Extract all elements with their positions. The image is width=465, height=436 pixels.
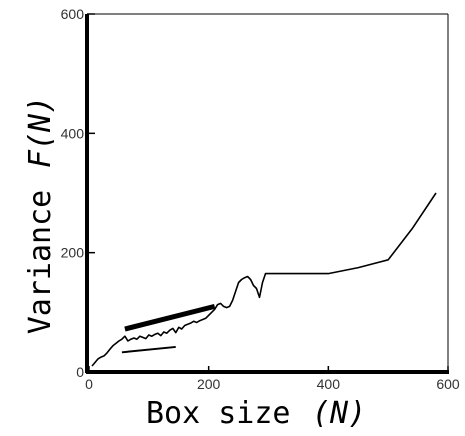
x-tick-label-400: 400 bbox=[317, 376, 341, 392]
y-tick-label-200: 200 bbox=[61, 245, 85, 261]
x-tick-label-0: 0 bbox=[85, 376, 93, 392]
plot-area bbox=[87, 14, 448, 372]
x-axis-title-box-size: Box size bbox=[146, 396, 291, 431]
x-axis-title-n: (N) bbox=[312, 396, 366, 431]
y-tick-label-600: 600 bbox=[61, 6, 85, 22]
reference-line-thick bbox=[124, 303, 216, 332]
y-tick-label-400: 400 bbox=[61, 125, 85, 141]
reference-line-thin bbox=[121, 345, 176, 354]
x-tick-label-600: 600 bbox=[436, 376, 460, 392]
series-line-0 bbox=[91, 192, 437, 367]
y-axis-title-fn: F(N) bbox=[23, 96, 58, 168]
y-axis-title-variance: Variance bbox=[23, 190, 58, 335]
y-tick-label-0: 0 bbox=[76, 364, 84, 380]
x-tick-label-200: 200 bbox=[197, 376, 221, 392]
